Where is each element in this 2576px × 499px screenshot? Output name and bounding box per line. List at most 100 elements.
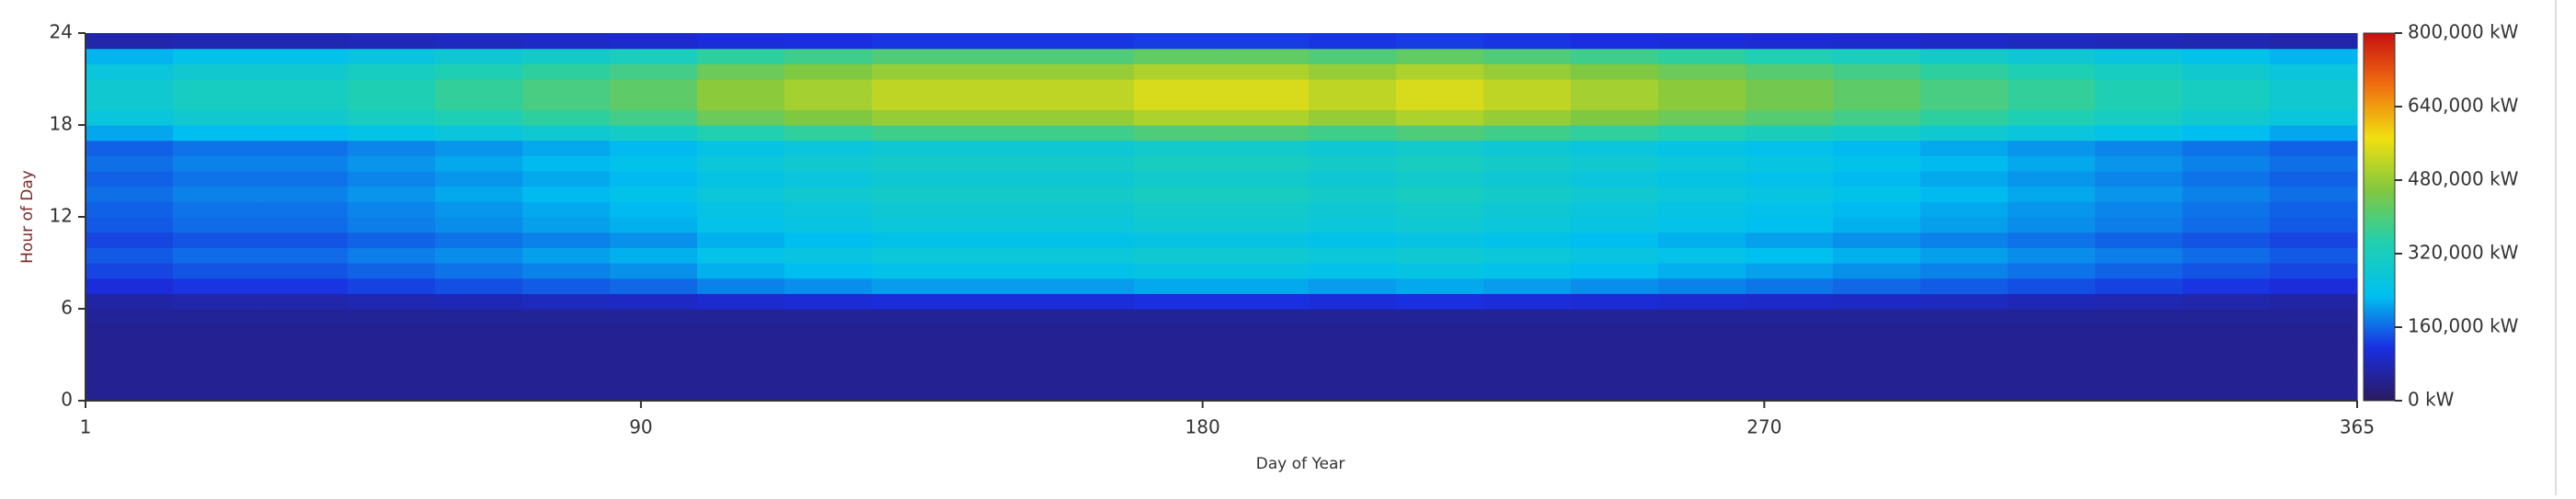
heat-cell bbox=[1309, 369, 1397, 386]
heat-cell bbox=[610, 263, 698, 279]
heat-cell bbox=[348, 63, 436, 80]
heat-cell bbox=[2008, 48, 2096, 64]
heat-cell bbox=[1309, 171, 1397, 187]
heat-cell bbox=[784, 201, 873, 218]
heat-cell bbox=[1746, 339, 1834, 356]
heat-cell bbox=[348, 186, 436, 202]
heat-cell bbox=[348, 309, 436, 325]
heat-cell bbox=[173, 125, 261, 142]
heat-cell bbox=[173, 155, 261, 172]
heat-cell bbox=[1396, 217, 1484, 233]
heat-cell bbox=[348, 33, 436, 50]
heat-cell bbox=[1134, 155, 1222, 172]
heat-cell bbox=[784, 355, 873, 371]
heat-cell bbox=[872, 186, 960, 202]
heat-cell bbox=[435, 232, 523, 248]
heat-cell bbox=[260, 33, 349, 50]
heat-cell bbox=[697, 309, 785, 325]
heat-cell bbox=[1746, 323, 1834, 340]
heat-cell bbox=[610, 186, 698, 202]
heat-cell bbox=[1396, 309, 1484, 325]
heat-cell bbox=[1571, 217, 1659, 233]
heat-cell bbox=[348, 323, 436, 340]
heat-cell bbox=[1134, 369, 1222, 386]
heat-cell bbox=[1746, 217, 1834, 233]
heat-cell bbox=[173, 278, 261, 294]
heat-cell bbox=[1920, 217, 2009, 233]
heat-cell bbox=[1571, 33, 1659, 50]
heat-cell bbox=[959, 201, 1048, 218]
heat-cell bbox=[2008, 140, 2096, 156]
heat-cell bbox=[1396, 109, 1484, 126]
heat-cell bbox=[697, 278, 785, 294]
heat-cell bbox=[86, 323, 174, 340]
heat-cell bbox=[784, 247, 873, 264]
heat-cell bbox=[1920, 263, 2009, 279]
heat-cell bbox=[1658, 186, 1746, 202]
heat-cell bbox=[435, 339, 523, 356]
heat-cell bbox=[1571, 94, 1659, 110]
heat-cell bbox=[1396, 247, 1484, 264]
heat-cell bbox=[1396, 48, 1484, 64]
heat-cell bbox=[1396, 140, 1484, 156]
heat-cell bbox=[1833, 125, 1921, 142]
heat-cell bbox=[1134, 171, 1222, 187]
heat-cell bbox=[784, 263, 873, 279]
heat-cell bbox=[86, 339, 174, 356]
heat-cell bbox=[872, 232, 960, 248]
heat-cell bbox=[610, 369, 698, 386]
heat-cell bbox=[2270, 232, 2358, 248]
heat-cell bbox=[1746, 171, 1834, 187]
heat-cell bbox=[2095, 94, 2183, 110]
heat-cell bbox=[1221, 63, 1310, 80]
heat-cell bbox=[1920, 48, 2009, 64]
heat-cell bbox=[173, 263, 261, 279]
heat-cell bbox=[959, 94, 1048, 110]
heat-cell bbox=[1833, 293, 1921, 310]
heat-cell bbox=[1221, 369, 1310, 386]
heat-cell bbox=[1920, 171, 2009, 187]
heat-cell bbox=[260, 171, 349, 187]
heat-cell bbox=[1658, 201, 1746, 218]
heat-cell bbox=[1571, 63, 1659, 80]
heat-cell bbox=[2095, 125, 2183, 142]
heat-cell bbox=[784, 109, 873, 126]
heat-cell bbox=[872, 94, 960, 110]
heat-cell bbox=[1920, 278, 2009, 294]
heat-cell bbox=[2008, 186, 2096, 202]
heat-cell bbox=[1309, 186, 1397, 202]
heat-cell bbox=[1833, 369, 1921, 386]
heat-cell bbox=[2182, 79, 2271, 96]
heat-cell bbox=[260, 232, 349, 248]
heat-cell bbox=[697, 232, 785, 248]
heat-cell bbox=[2270, 125, 2358, 142]
heat-cell bbox=[1396, 385, 1484, 402]
heat-cell bbox=[1920, 232, 2009, 248]
heat-cell bbox=[435, 186, 523, 202]
heat-cell bbox=[86, 232, 174, 248]
heat-cell bbox=[1221, 355, 1310, 371]
heat-cell bbox=[697, 94, 785, 110]
heat-cell bbox=[1571, 339, 1659, 356]
heat-cell bbox=[522, 171, 611, 187]
heat-cell bbox=[697, 79, 785, 96]
heat-cell bbox=[2270, 355, 2358, 371]
heat-cell bbox=[2095, 323, 2183, 340]
heat-cell bbox=[872, 48, 960, 64]
heat-cell bbox=[2182, 201, 2271, 218]
heat-cell bbox=[1483, 125, 1572, 142]
heat-cell bbox=[1833, 63, 1921, 80]
heat-cell bbox=[1134, 33, 1222, 50]
heat-cell bbox=[1396, 323, 1484, 340]
heat-cell bbox=[1396, 171, 1484, 187]
heat-cell bbox=[1658, 232, 1746, 248]
heat-cell bbox=[2270, 186, 2358, 202]
heat-cell bbox=[260, 155, 349, 172]
heat-cell bbox=[1658, 293, 1746, 310]
heat-cell bbox=[2270, 155, 2358, 172]
heat-cell bbox=[1658, 385, 1746, 402]
heat-cell bbox=[872, 109, 960, 126]
heat-cell bbox=[1483, 109, 1572, 126]
heat-cell bbox=[86, 278, 174, 294]
heat-cell bbox=[1833, 48, 1921, 64]
